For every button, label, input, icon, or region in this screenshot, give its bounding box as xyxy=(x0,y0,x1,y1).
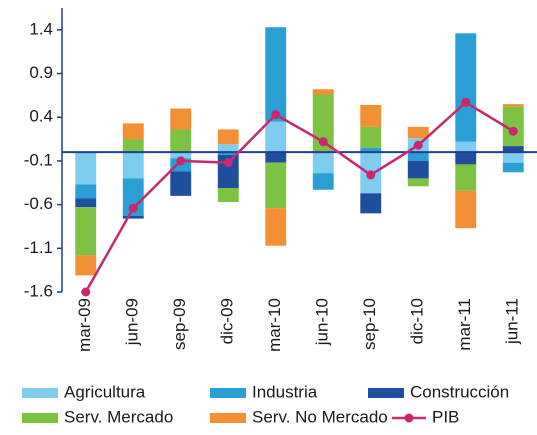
pib-marker xyxy=(81,287,91,297)
bar-segment xyxy=(312,89,334,95)
bar-segment xyxy=(407,160,429,179)
x-tick-label: mar-10 xyxy=(265,298,284,352)
bar-segment xyxy=(360,193,382,214)
bar-segment xyxy=(75,184,97,199)
bar-segment xyxy=(265,162,287,209)
bar-segment xyxy=(455,164,477,191)
bar-segment xyxy=(455,141,477,153)
bar-segment xyxy=(502,152,524,163)
bar-segment xyxy=(455,33,477,142)
pib-marker xyxy=(318,137,328,147)
y-tick-label: -1.6 xyxy=(24,281,53,300)
bar-segment xyxy=(265,121,287,153)
legend-swatch xyxy=(210,413,246,423)
x-tick-label: jun-11 xyxy=(503,298,522,345)
bar-segment xyxy=(75,255,97,276)
bar-segment xyxy=(360,104,382,127)
bar-segment xyxy=(122,139,144,153)
bar-segment xyxy=(502,146,524,153)
x-tick-label: sep-09 xyxy=(170,298,189,350)
bar-segment xyxy=(170,129,192,153)
legend-swatch xyxy=(210,388,246,398)
bar-segment xyxy=(360,126,382,148)
bar-segment xyxy=(217,188,239,202)
bar-segment xyxy=(407,178,429,187)
pib-marker xyxy=(508,126,518,136)
y-tick-label: 1.4 xyxy=(29,19,53,38)
pib-marker xyxy=(271,110,281,120)
bar-segment xyxy=(75,198,97,208)
bar-segment xyxy=(217,152,239,155)
pib-marker xyxy=(413,140,423,150)
bar-segment xyxy=(217,129,239,145)
legend-swatch xyxy=(368,388,404,398)
bar-segment xyxy=(502,162,524,173)
pib-marker xyxy=(176,156,186,166)
pib-marker xyxy=(128,203,138,213)
bar-segment xyxy=(170,171,192,196)
pib-marker xyxy=(366,170,376,180)
pib-marker xyxy=(223,158,233,168)
x-tick-label: mar-09 xyxy=(75,298,94,352)
bar-segment xyxy=(265,27,287,122)
legend-label: Agricultura xyxy=(64,382,146,401)
bar-segment xyxy=(75,207,97,256)
bar-segment xyxy=(312,152,334,174)
legend-swatch xyxy=(22,388,58,398)
bar-segment xyxy=(455,190,477,229)
bar-segment xyxy=(360,147,382,153)
bar-segment xyxy=(217,144,239,153)
bar-segment xyxy=(122,123,144,140)
bar-segment xyxy=(122,178,144,216)
bar-segment xyxy=(170,152,192,159)
legend-label: Serv. No Mercado xyxy=(252,407,388,426)
y-tick-label: -1.1 xyxy=(24,238,53,257)
legend-label: Industria xyxy=(252,382,318,401)
x-tick-label: jun-09 xyxy=(123,298,142,346)
y-tick-label: -0.6 xyxy=(24,194,53,213)
legend-label: Construcción xyxy=(410,382,509,401)
bar-segment xyxy=(502,104,524,107)
x-tick-label: jun-10 xyxy=(313,298,332,346)
legend-marker xyxy=(404,413,414,423)
y-tick-label: -0.1 xyxy=(24,150,53,169)
bar-segment xyxy=(312,173,334,190)
bar-segment xyxy=(407,126,429,139)
x-tick-label: dic-10 xyxy=(408,298,427,344)
legend-label: PIB xyxy=(432,407,459,426)
bar-segment xyxy=(122,215,144,219)
legend-swatch xyxy=(22,413,58,423)
bar-segment xyxy=(265,152,287,163)
x-tick-label: sep-10 xyxy=(360,298,379,350)
bar-segment xyxy=(502,106,524,147)
y-tick-label: 0.9 xyxy=(29,63,53,82)
bar-segment xyxy=(122,152,144,179)
legend-label: Serv. Mercado xyxy=(64,407,173,426)
bar-segment xyxy=(407,152,429,161)
pib-line xyxy=(84,100,514,293)
bar-segment xyxy=(455,152,477,165)
x-tick-label: dic-09 xyxy=(218,298,237,344)
bar-segment xyxy=(75,152,97,185)
y-tick-label: 0.4 xyxy=(29,107,53,126)
pib-marker xyxy=(461,97,471,107)
bar-segment xyxy=(170,108,192,130)
bar-segment xyxy=(265,208,287,246)
x-tick-label: mar-11 xyxy=(455,298,474,351)
